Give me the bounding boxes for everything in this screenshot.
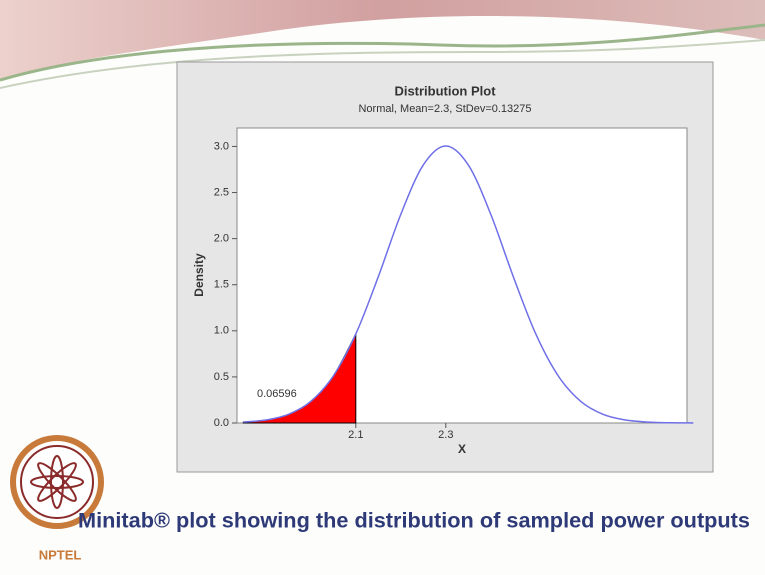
- logo-text: NPTEL: [39, 547, 82, 562]
- y-tick-label: 3.0: [214, 140, 229, 152]
- x-tick-label: 2.3: [438, 429, 453, 441]
- y-tick-label: 1.0: [214, 325, 229, 337]
- y-tick-label: 1.5: [214, 279, 229, 291]
- y-axis-label: Density: [192, 253, 206, 297]
- y-tick-label: 0.5: [214, 371, 229, 383]
- chart-subtitle: Normal, Mean=2.3, StDev=0.13275: [358, 103, 531, 115]
- chart-title: Distribution Plot: [394, 83, 496, 98]
- x-axis-label: X: [458, 442, 466, 456]
- logo: NPTEL: [10, 435, 104, 562]
- slide-caption: Minitab® plot showing the distribution o…: [78, 510, 750, 533]
- y-tick-label: 2.0: [214, 233, 229, 245]
- banner: [0, 0, 765, 80]
- banner-line: [0, 23, 765, 82]
- y-tick-label: 2.5: [214, 186, 229, 198]
- y-tick-label: 0.0: [214, 417, 229, 429]
- banner-line: [0, 39, 765, 89]
- logo-flower: [30, 455, 84, 509]
- area-label: 0.06596: [257, 388, 297, 400]
- x-tick-label: 2.1: [348, 429, 363, 441]
- plot-area: [236, 127, 688, 424]
- density-curve: [243, 145, 694, 424]
- plot: 0.0 0.5 1.0 1.5 2.0 2.5 3.0 2.1 2.3 0.06596: [214, 140, 694, 441]
- logo-ring: [10, 435, 104, 529]
